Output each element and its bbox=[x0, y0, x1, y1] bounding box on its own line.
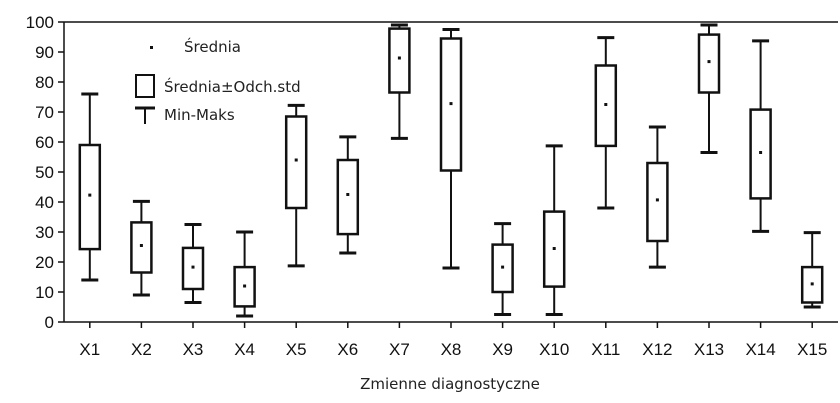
mean-marker bbox=[397, 56, 401, 60]
y-tick-label: 30 bbox=[35, 223, 54, 242]
legend-std-box bbox=[135, 74, 155, 98]
std-box bbox=[130, 221, 153, 274]
box-series bbox=[78, 23, 824, 318]
y-tick-label: 90 bbox=[35, 43, 54, 62]
std-box bbox=[284, 115, 308, 210]
x-tick-label: X5 bbox=[286, 340, 307, 359]
mean-marker bbox=[707, 60, 711, 64]
y-tick-label: 50 bbox=[35, 163, 54, 182]
mean-marker bbox=[655, 198, 659, 202]
x-tick-label: X11 bbox=[591, 340, 620, 359]
x-tick-label: X12 bbox=[642, 340, 672, 359]
y-tick-label: 100 bbox=[26, 13, 54, 32]
legend-minmax-whisker bbox=[135, 106, 155, 124]
y-tick-label: 0 bbox=[45, 313, 54, 332]
mean-marker bbox=[604, 103, 608, 106]
box-x4 bbox=[233, 230, 256, 318]
x-tick-label: X9 bbox=[492, 340, 513, 359]
x-tick-label: X13 bbox=[694, 340, 724, 359]
x-tick-label: X1 bbox=[79, 340, 100, 359]
mean-marker bbox=[501, 265, 505, 269]
box-x1 bbox=[78, 92, 102, 282]
legend-std-label: Średnia±Odch.std bbox=[164, 77, 301, 96]
mean-marker bbox=[810, 282, 814, 286]
legend-mean-marker bbox=[150, 46, 153, 49]
mean-marker bbox=[552, 247, 556, 250]
y-axis: 0 10 20 30 40 50 60 70 80 90 100 bbox=[26, 13, 64, 332]
box-x14 bbox=[749, 39, 772, 233]
box-x7 bbox=[388, 23, 411, 140]
x-tick-label: X2 bbox=[131, 340, 152, 359]
x-tick-label: X4 bbox=[234, 340, 255, 359]
x-tick-label: X15 bbox=[797, 340, 827, 359]
box-x5 bbox=[284, 103, 308, 268]
x-axis-title: Zmienne diagnostyczne bbox=[360, 375, 540, 393]
std-box bbox=[336, 158, 360, 236]
x-tick-label: X3 bbox=[183, 340, 204, 359]
box-x12 bbox=[646, 125, 669, 269]
std-box bbox=[388, 27, 411, 94]
box-x3 bbox=[181, 223, 205, 304]
box-x2 bbox=[130, 199, 153, 297]
y-tick-label: 40 bbox=[35, 193, 54, 212]
box-x13 bbox=[697, 23, 721, 154]
box-x10 bbox=[542, 144, 566, 316]
y-tick-label: 20 bbox=[35, 253, 54, 272]
x-axis: X1 X2 X3 X4 X5 X6 X7 X8 X9 X10 X11 X12 X13 X14 X15 bbox=[79, 322, 827, 359]
box-x11 bbox=[594, 36, 618, 210]
y-tick-label: 80 bbox=[35, 73, 54, 92]
std-box bbox=[646, 161, 669, 243]
std-box bbox=[78, 143, 102, 251]
plot-frame bbox=[63, 21, 838, 323]
y-tick-label: 70 bbox=[35, 103, 54, 122]
mean-marker bbox=[88, 193, 92, 197]
x-tick-label: X14 bbox=[745, 340, 775, 359]
box-x6 bbox=[336, 135, 360, 255]
mean-marker bbox=[139, 244, 143, 247]
mean-marker bbox=[191, 265, 195, 269]
legend-mean-label: Średnia bbox=[184, 37, 241, 56]
box-x9 bbox=[491, 222, 514, 316]
x-tick-label: X10 bbox=[539, 340, 569, 359]
mean-marker bbox=[294, 158, 298, 162]
mean-marker bbox=[243, 284, 247, 288]
x-tick-label: X6 bbox=[337, 340, 358, 359]
y-tick-label: 60 bbox=[35, 133, 54, 152]
legend-minmax-label: Min-Maks bbox=[164, 106, 235, 124]
legend: Średnia Średnia±Odch.std Min-Maks bbox=[135, 37, 301, 124]
y-tick-label: 10 bbox=[35, 283, 54, 302]
box-x8 bbox=[439, 28, 463, 270]
box-x15 bbox=[800, 231, 824, 309]
mean-marker bbox=[759, 151, 763, 154]
mean-marker bbox=[449, 102, 453, 106]
std-box bbox=[697, 33, 721, 94]
x-tick-label: X7 bbox=[389, 340, 410, 359]
mean-marker bbox=[346, 193, 350, 196]
x-tick-label: X8 bbox=[441, 340, 462, 359]
